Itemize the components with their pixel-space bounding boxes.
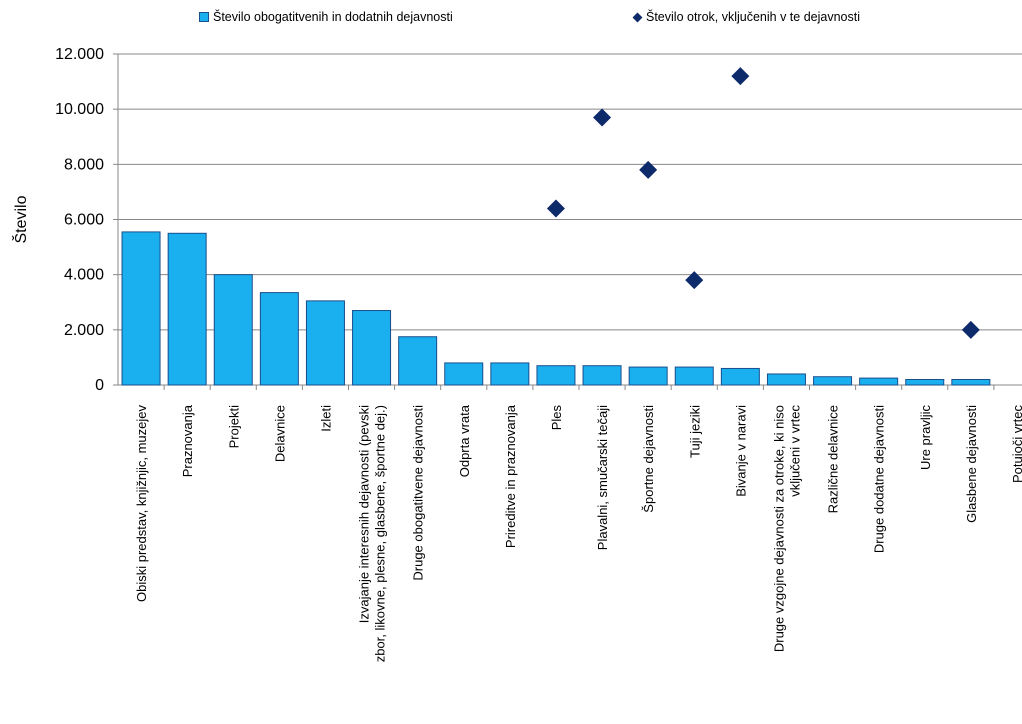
bar <box>398 336 438 386</box>
x-tick-label: Bivanje v naravi <box>733 405 748 497</box>
x-tick-label: Plavalni, smučarski tečaji <box>595 405 610 550</box>
x-tick-label: Druge obogatitvene dejavnosti <box>411 405 426 581</box>
x-tick-label: Različne delavnice <box>826 405 841 513</box>
y-axis-title: Število <box>11 195 30 243</box>
bar <box>720 367 760 386</box>
x-tick-label: Projekti <box>226 405 241 448</box>
x-tick-label: Ure pravljic <box>918 405 933 471</box>
x-tick-label: Glasbene dejavnosti <box>964 405 979 523</box>
data-point-diamond <box>639 160 658 179</box>
bar <box>674 366 714 386</box>
legend-label-bars: Število obogatitvenih in dodatnih dejavn… <box>213 10 453 24</box>
data-point-diamond <box>961 320 980 339</box>
y-tick-label: 12.000 <box>55 46 104 63</box>
data-point-diamond <box>685 271 704 290</box>
bar <box>905 378 945 386</box>
y-tick-label: 8.000 <box>64 156 104 173</box>
bar <box>259 292 299 386</box>
x-tick-label: Izleti <box>318 405 333 432</box>
bar <box>628 366 668 386</box>
x-tick-label: Športne dejavnosti <box>641 405 656 513</box>
y-tick-label: 4.000 <box>64 267 104 284</box>
data-point-diamond <box>731 67 750 86</box>
bar <box>305 300 345 386</box>
bar <box>444 362 484 386</box>
x-tick-label: Druge dodatne dejavnosti <box>872 405 887 553</box>
bar <box>490 362 530 386</box>
x-tick-label: Druge vzgojne dejavnosti za otroke, ki n… <box>771 405 802 653</box>
data-point-diamond <box>593 108 612 127</box>
bar <box>121 231 161 386</box>
x-tick-label: Izvajanje interesnih dejavnosti (pevskiz… <box>357 405 388 662</box>
x-tick-label: Praznovanja <box>180 404 195 477</box>
bar <box>813 376 853 386</box>
bar <box>859 377 899 386</box>
y-tick-label: 0 <box>95 377 104 394</box>
x-tick-label: Ples <box>549 405 564 431</box>
x-tick-label: Delavnice <box>272 405 287 462</box>
y-tick-label: 2.000 <box>64 322 104 339</box>
legend-swatch-bars <box>199 12 209 22</box>
bar <box>213 274 253 386</box>
bar <box>582 365 622 386</box>
x-tick-label: Odprta vrata <box>457 404 472 477</box>
bar <box>167 232 207 386</box>
bar <box>766 373 806 386</box>
y-tick-label: 6.000 <box>64 212 104 229</box>
x-tick-label: Potujoči vrtec <box>1010 405 1022 484</box>
bar <box>951 378 991 386</box>
x-tick-label: Obiski predstav, knjižnjic, muzejev <box>134 405 149 602</box>
legend-label-points: Število otrok, vključenih v te dejavnost… <box>646 10 860 24</box>
chart-legend: Število obogatitvenih in dodatnih dejavn… <box>0 10 1022 30</box>
x-tick-label: Prireditve in praznovanja <box>503 404 518 548</box>
data-point-diamond <box>546 199 565 218</box>
bar <box>352 310 392 386</box>
legend-item-bars: Število obogatitvenih in dodatnih dejavn… <box>199 10 453 24</box>
x-tick-label: Tuji jeziki <box>687 405 702 458</box>
bar <box>536 365 576 386</box>
legend-item-points: Število otrok, vključenih v te dejavnost… <box>632 10 860 24</box>
y-tick-label: 10.000 <box>55 101 104 118</box>
